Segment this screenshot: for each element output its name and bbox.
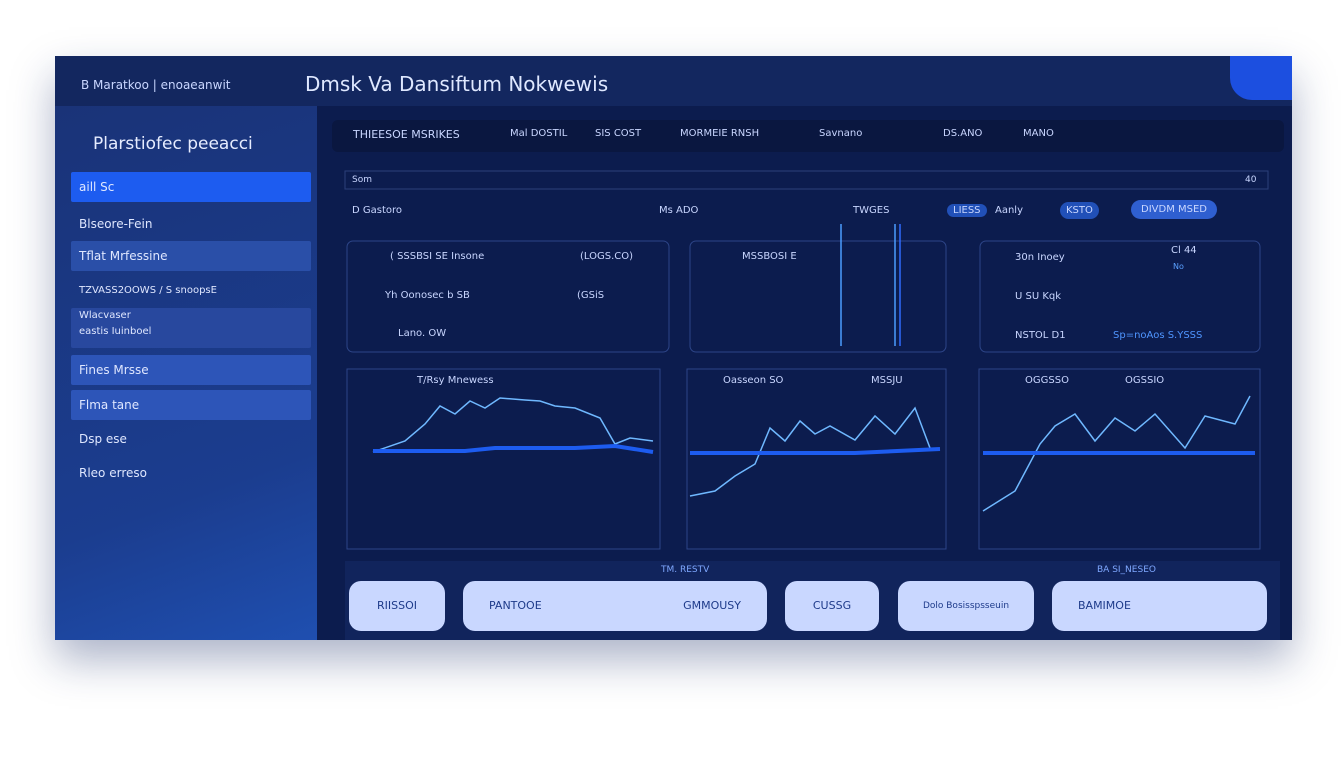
filter[interactable]: KSTO	[1060, 202, 1099, 219]
header: B Maratkoo | enoaeanwit Dmsk Va Dansiftu…	[55, 56, 1292, 106]
stat-label: U SU Kqk	[1015, 291, 1062, 302]
toolbar-item[interactable]: MANO	[1023, 128, 1054, 139]
sidebar: Plarstiofec peeacci aill Sc Blseore-Fein…	[55, 106, 317, 640]
stat-label: Yh Oonosec b SB	[385, 290, 470, 301]
stat-label: ( SSSBSI SE Insone	[390, 251, 485, 262]
nav-item[interactable]: Blseore-Fein	[79, 217, 153, 231]
action-button[interactable]: RIISSOI	[349, 581, 445, 631]
toolbar-item[interactable]: Savnano	[819, 128, 863, 139]
button-text: GMMOUSY	[683, 599, 741, 612]
sidebar-title: Plarstiofec peeacci	[93, 134, 253, 154]
nav-item[interactable]: Fines Mrsse	[71, 355, 311, 385]
toolbar-item[interactable]: SIS COST	[595, 128, 642, 139]
section-label: BA SI_NESEO	[1097, 565, 1156, 575]
stat-value: No	[1173, 262, 1184, 271]
chart-title: OGGSSO	[1025, 375, 1069, 386]
action-button[interactable]: CUSSG	[785, 581, 879, 631]
toolbar-bg	[332, 120, 1284, 152]
nav-text: eastis Iuinboel	[79, 326, 152, 337]
action-button[interactable]: Dolo Bosisspsseuin	[898, 581, 1034, 631]
nav-item[interactable]: Dsp ese	[79, 432, 127, 446]
nav-item[interactable]: aill Sc	[71, 172, 311, 202]
toolbar-item[interactable]: DS.ANO	[943, 128, 983, 139]
toolbar-item[interactable]: Mal DOSTIL	[510, 128, 568, 139]
action-button[interactable]: PANTOOE GMMOUSY	[463, 581, 767, 631]
toolbar-item[interactable]: THIEESOE MSRIKES	[353, 128, 460, 141]
chart-title: OGSSIO	[1125, 375, 1165, 386]
toolbar-item[interactable]: MORMEIE RNSH	[680, 128, 760, 139]
app-window: B Maratkoo | enoaeanwit Dmsk Va Dansiftu…	[55, 56, 1292, 640]
avatar-badge[interactable]	[1230, 56, 1292, 100]
nav-item[interactable]: Wlacvaser eastis Iuinboel	[71, 308, 311, 348]
chart-title: T/Rsy Mnewess	[417, 375, 494, 386]
main-graphics	[332, 120, 1284, 640]
stat-value: Sp=noAos S.YSSS	[1113, 330, 1203, 341]
stat-label: Lano. OW	[398, 328, 447, 339]
stat-value: (LOGS.CO)	[580, 251, 634, 262]
stat-value: Cl 44	[1171, 245, 1197, 256]
nav-text: Wlacvaser	[79, 310, 131, 321]
chart-title: Oasseon SO	[723, 375, 784, 386]
filter[interactable]: DIVDM MSED	[1131, 200, 1217, 219]
logo: B Maratkoo | enoaeanwit	[81, 78, 231, 92]
search-count: 40	[1245, 175, 1257, 185]
filter[interactable]: D Gastoro	[352, 205, 403, 216]
filter[interactable]: Aanly	[995, 205, 1024, 216]
panel-frames	[346, 240, 1261, 550]
nav-item[interactable]: TZVASS2OOWS / S snoopsE	[79, 285, 217, 296]
stat-label: NSTOL D1	[1015, 330, 1066, 341]
stat-value: (GSiS	[577, 290, 605, 301]
sparklines	[372, 395, 1255, 512]
button-text: PANTOOE	[489, 599, 542, 612]
section-label: TM. RESTV	[661, 565, 710, 575]
filter[interactable]: TWGES	[853, 205, 890, 216]
app-title: Dmsk Va Dansiftum Nokwewis	[305, 72, 609, 96]
stat-label: MSSBOSI E	[742, 251, 797, 262]
filter[interactable]: LIESS	[947, 204, 987, 217]
nav-item[interactable]: Rleo erreso	[79, 466, 147, 480]
action-button[interactable]: BAMIMOE	[1052, 581, 1267, 631]
stat-bars	[840, 224, 901, 346]
search-placeholder: Som	[352, 175, 372, 185]
filter[interactable]: Ms ADO	[659, 205, 699, 216]
nav-item[interactable]: Tflat Mrfessine	[71, 241, 311, 271]
search-box[interactable]	[344, 170, 1269, 190]
nav-item[interactable]: Flma tane	[71, 390, 311, 420]
chart-title: MSSJU	[871, 375, 903, 386]
stat-label: 30n Inoey	[1015, 252, 1065, 263]
